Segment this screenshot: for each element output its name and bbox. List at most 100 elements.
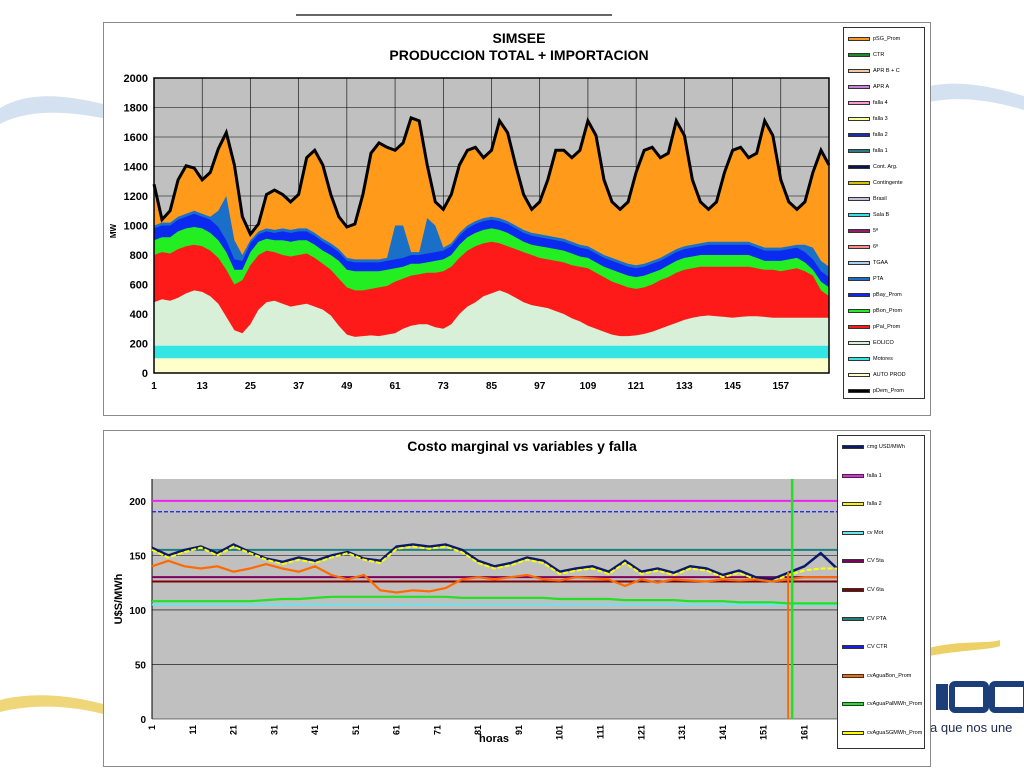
legend-label: falla 4 <box>873 100 888 106</box>
legend-label: TGAA <box>873 260 888 266</box>
x-tick-label: 151 <box>759 725 769 740</box>
legend-label: APR A <box>873 84 890 90</box>
x-tick-label: 21 <box>229 725 239 735</box>
legend-item: cvAguaPalMWh_Prom <box>842 699 922 709</box>
legend-swatch <box>848 165 870 169</box>
legend-label: falla 1 <box>867 472 882 479</box>
legend-item: falla 2 <box>842 499 922 509</box>
legend-swatch <box>848 357 870 361</box>
legend-label: EOLICO <box>873 340 894 346</box>
ute-logo <box>936 681 1024 713</box>
legend-swatch <box>848 101 870 105</box>
legend-item: pBon_Prom <box>848 306 928 316</box>
y-tick-labels: 0 50 100 150 200 <box>129 497 146 726</box>
x-tick-label: 13 <box>197 381 209 392</box>
legend-item: Cont. Arg. <box>848 162 928 172</box>
x-tick-label: 61 <box>392 725 402 735</box>
x-tick-label: 1 <box>147 725 157 730</box>
y-tick-label: 800 <box>130 250 148 262</box>
legend-item: CV 5ta <box>842 556 922 566</box>
legend-label: CTR <box>873 52 885 58</box>
line-cvaguasgmwh-prom <box>151 545 837 583</box>
demand-line <box>152 115 831 238</box>
legend-item: CV 6ta <box>842 585 922 595</box>
legend-item: pBay_Prom <box>848 290 928 300</box>
legend-label: Brasil <box>873 196 887 202</box>
x-tick-label: 97 <box>534 381 546 392</box>
x-tick-label: 161 <box>799 725 809 740</box>
legend-swatch <box>848 85 870 89</box>
line-series <box>151 479 838 719</box>
x-tick-label: 11 <box>188 725 198 735</box>
legend-item: falla 1 <box>842 471 922 481</box>
legend-swatch <box>842 702 864 707</box>
legend-label: CV 6ta <box>867 587 884 593</box>
legend-label: PTA <box>873 276 884 282</box>
legend-swatch <box>848 373 870 377</box>
x-tick-label: 101 <box>555 725 565 740</box>
legend-item: cvAguaSGMWh_Prom <box>842 728 922 738</box>
y-tick-label: 1400 <box>124 162 148 174</box>
y-tick-label: 100 <box>129 606 146 617</box>
legend-item: falla 4 <box>848 98 928 108</box>
legend-swatch <box>848 213 870 217</box>
chart-title: Costo marginal vs variables y falla <box>407 438 637 454</box>
x-tick-label: 109 <box>580 381 597 392</box>
production-legend: pSG_Prom CTR APR B + C APR A falla 4 falla 3 f… <box>843 27 925 399</box>
legend-label: pBon_Prom <box>873 308 903 314</box>
x-tick-label: 157 <box>772 381 789 392</box>
y-tick-label: 1000 <box>124 221 148 233</box>
legend-item: Motores <box>848 354 928 364</box>
legend-item: 5ª <box>848 226 928 236</box>
legend-label: CV PTA <box>867 615 887 622</box>
legend-label: falla 3 <box>873 116 888 122</box>
x-tick-label: 37 <box>293 381 305 392</box>
x-tick-label: 31 <box>269 725 279 735</box>
legend-swatch <box>848 69 870 73</box>
legend-label: Contingente <box>873 180 903 186</box>
x-tick-label: 61 <box>390 381 402 392</box>
legend-item: EOLICO <box>848 338 928 348</box>
x-tick-label: 85 <box>486 381 498 392</box>
marginal-cost-chart-panel: 0 50 100 150 200 1 11 21 31 41 51 61 71 81 91 101 111 12… <box>103 430 931 767</box>
legend-swatch <box>848 117 870 121</box>
chart-subtitle: PRODUCCION TOTAL + IMPORTACION <box>389 47 648 63</box>
legend-swatch <box>848 293 870 297</box>
y-tick-label: 400 <box>130 309 148 321</box>
x-tick-label: 71 <box>432 725 442 735</box>
y-tick-label: 0 <box>142 368 148 380</box>
legend-item: TGAA <box>848 258 928 268</box>
x-tick-label: 73 <box>438 381 450 392</box>
legend-swatch <box>848 149 870 153</box>
x-tick-label: 121 <box>628 381 645 392</box>
y-tick-label: 150 <box>129 551 146 562</box>
x-tick-label: 141 <box>718 725 728 740</box>
x-tick-label: 121 <box>636 725 646 740</box>
marginal-cost-legend: cmg USD/MWh falla 1 falla 2 cv Mot CV 5ta CV … <box>837 435 925 749</box>
y-tick-label: 200 <box>129 497 146 508</box>
legend-item: falla 1 <box>848 146 928 156</box>
legend-label: cvAguaSGMWh_Prom <box>867 730 923 736</box>
legend-item: PTA <box>848 274 928 284</box>
legend-swatch <box>848 261 870 265</box>
legend-label: CV 5ta <box>867 558 884 565</box>
x-tick-label: 41 <box>310 725 320 735</box>
area-series <box>152 77 831 374</box>
legend-swatch <box>848 53 870 57</box>
legend-item: cv Mot <box>842 528 922 538</box>
x-tick-label: 111 <box>596 725 606 739</box>
legend-label: pDem_Prom <box>873 388 904 394</box>
y-tick-label: 1200 <box>124 191 148 203</box>
legend-swatch <box>842 473 864 478</box>
area-auto-prod <box>154 358 829 373</box>
legend-swatch <box>842 530 864 535</box>
line-cmg-usd-mwh <box>151 543 838 581</box>
x-tick-label: 25 <box>245 381 257 392</box>
y-tick-labels: 0 200 400 600 800 1000 1200 1400 1600 1800 2000 <box>124 73 148 380</box>
legend-item: Sala B <box>848 210 928 220</box>
slogan-text: a que nos une <box>930 720 1013 735</box>
x-tick-label: 91 <box>514 725 524 735</box>
